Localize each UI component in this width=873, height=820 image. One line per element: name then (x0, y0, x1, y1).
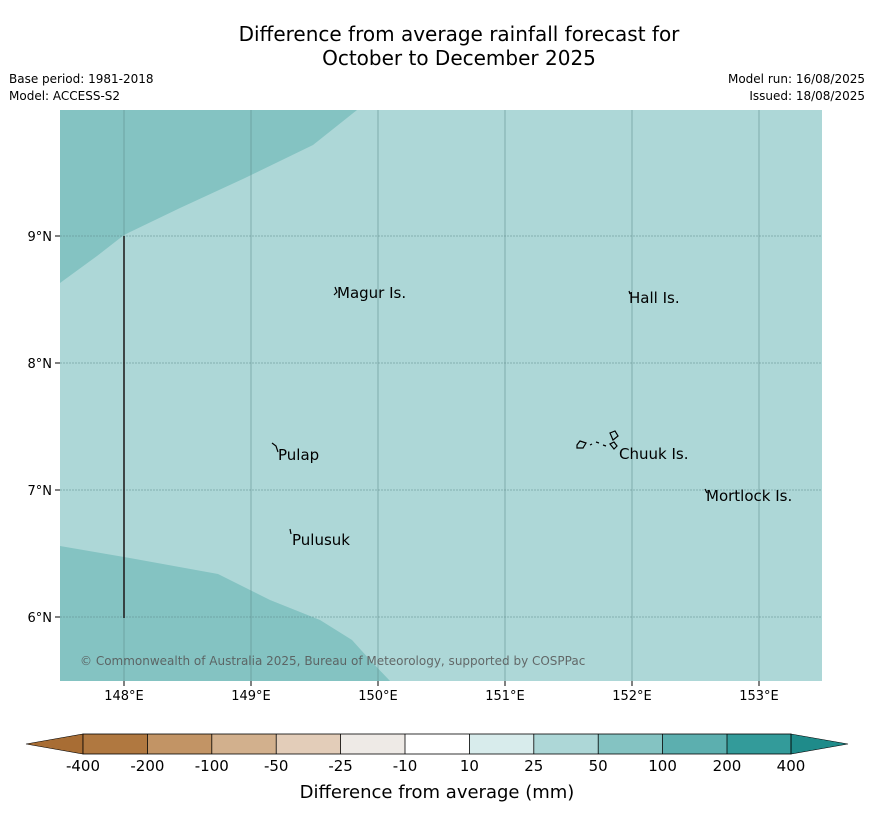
colorbar-tick-label: 100 (648, 757, 677, 775)
colorbar-tick-label: -100 (195, 757, 229, 775)
region-50-100-south (60, 546, 390, 681)
place-label-pulap: Pulap (278, 446, 319, 464)
colorbar-cell (662, 734, 727, 754)
pulusuk-island-shape (289, 528, 292, 535)
colorbar-cell (727, 734, 791, 754)
place-label-mortlock: Mortlock Is. (706, 487, 792, 505)
colorbar-cell (83, 734, 148, 754)
colorbar-tick-labels: -400 -200 -100 -50 -25 -10 10 25 50 100 … (66, 757, 805, 775)
colorbar-cell (598, 734, 663, 754)
map-panel: Magur Is. Hall Is. Pulap Chuuk Is. Mortl… (60, 110, 822, 681)
colorbar-tick-label: -25 (328, 757, 353, 775)
lat-label-7n: 7°N (28, 484, 53, 499)
place-label-hall: Hall Is. (629, 289, 680, 307)
place-label-magur: Magur Is. (337, 284, 406, 302)
region-50-100-north (60, 110, 357, 283)
colorbar-extend-low (25, 733, 84, 755)
place-label-chuuk: Chuuk Is. (619, 445, 688, 463)
place-labels: Magur Is. Hall Is. Pulap Chuuk Is. Mortl… (278, 284, 792, 549)
colorbar-extend-high (790, 733, 849, 755)
lon-label-148e: 148°E (104, 689, 144, 704)
colorbar-tick-label: -200 (130, 757, 164, 775)
colorbar-outline (82, 733, 792, 755)
colorbar-cell (211, 734, 277, 754)
island-outlines (271, 286, 708, 535)
colorbar-tick-label: -50 (264, 757, 289, 775)
magur-island-shape (333, 286, 338, 296)
map-title: Difference from average rainfall forecas… (0, 22, 873, 70)
colorbar-tick-label: 400 (777, 757, 806, 775)
colorbar-dividers (146, 734, 728, 754)
colorbar-tick-label: 10 (460, 757, 479, 775)
colorbar-tick-label: 50 (589, 757, 608, 775)
lon-label-150e: 150°E (358, 689, 398, 704)
colorbar-cell (405, 734, 470, 754)
lat-label-8n: 8°N (28, 357, 53, 372)
colorbar-tick-label: -400 (66, 757, 100, 775)
colorbar-cell (469, 734, 534, 754)
place-label-pulusuk: Pulusuk (292, 531, 350, 549)
lon-label-152e: 152°E (612, 689, 652, 704)
colorbar-cell (147, 734, 212, 754)
copyright-text: © Commonwealth of Australia 2025, Bureau… (80, 654, 585, 668)
model-run-text: Model run: 16/08/2025 (727, 72, 865, 86)
colorbar-legend: -400 -200 -100 -50 -25 -10 10 25 50 100 … (25, 733, 849, 803)
latitude-labels: 9°N 8°N 7°N 6°N (28, 230, 60, 626)
colorbar-tick-label: 200 (713, 757, 742, 775)
title-line-1: Difference from average rainfall forecas… (238, 22, 680, 46)
pulap-island-shape (271, 442, 279, 453)
metadata-left: Base period: 1981-2018 Model: ACCESS-S2 (9, 71, 154, 105)
mortlock-island-shape (704, 488, 708, 494)
lon-label-153e: 153°E (739, 689, 779, 704)
title-line-2: October to December 2025 (322, 46, 596, 70)
colorbar-title: Difference from average (mm) (300, 782, 575, 803)
base-period-text: Base period: 1981-2018 (9, 72, 154, 86)
lon-label-149e: 149°E (231, 689, 271, 704)
colorbar-cell (340, 734, 405, 754)
issued-text: Issued: 18/08/2025 (749, 89, 865, 103)
model-text: Model: ACCESS-S2 (9, 89, 121, 103)
longitude-labels: 148°E 149°E 150°E 151°E 152°E 153°E (104, 681, 779, 704)
chuuk-island-shape (576, 430, 619, 450)
lon-label-151e: 151°E (485, 689, 525, 704)
hall-island-shape (628, 290, 631, 295)
colorbar-tick-label: -10 (393, 757, 418, 775)
colorbar-cell (276, 734, 341, 754)
lat-label-6n: 6°N (28, 611, 53, 626)
colorbar-cell (533, 734, 599, 754)
lat-label-9n: 9°N (28, 230, 53, 245)
colorbar-tick-label: 25 (524, 757, 543, 775)
metadata-right: Model run: 16/08/2025 Issued: 18/08/2025 (728, 71, 865, 105)
